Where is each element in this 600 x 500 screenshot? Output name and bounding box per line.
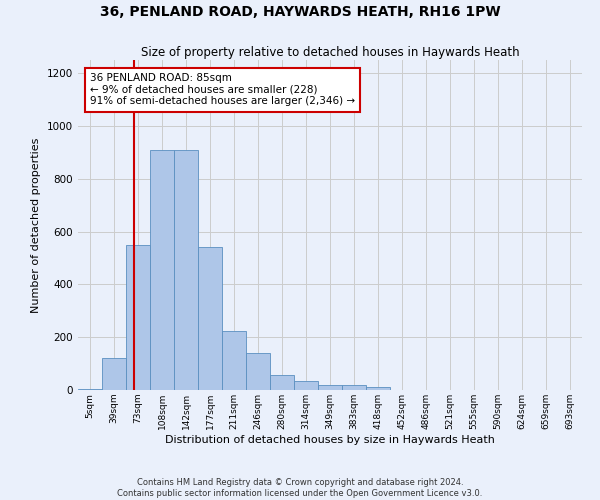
Bar bbox=[222, 330, 246, 390]
Bar bbox=[318, 384, 342, 390]
Bar bbox=[174, 150, 198, 390]
Text: 36, PENLAND ROAD, HAYWARDS HEATH, RH16 1PW: 36, PENLAND ROAD, HAYWARDS HEATH, RH16 1… bbox=[100, 5, 500, 19]
Bar bbox=[294, 381, 318, 390]
Bar bbox=[198, 248, 222, 390]
Bar bbox=[78, 388, 102, 390]
Bar bbox=[150, 150, 174, 390]
Bar bbox=[246, 353, 270, 390]
Bar bbox=[102, 358, 126, 390]
Text: 36 PENLAND ROAD: 85sqm
← 9% of detached houses are smaller (228)
91% of semi-det: 36 PENLAND ROAD: 85sqm ← 9% of detached … bbox=[90, 73, 355, 106]
Bar bbox=[342, 384, 366, 390]
Y-axis label: Number of detached properties: Number of detached properties bbox=[31, 138, 41, 312]
Bar bbox=[270, 376, 294, 390]
Bar bbox=[366, 388, 390, 390]
Title: Size of property relative to detached houses in Haywards Heath: Size of property relative to detached ho… bbox=[140, 46, 520, 59]
Text: Contains HM Land Registry data © Crown copyright and database right 2024.
Contai: Contains HM Land Registry data © Crown c… bbox=[118, 478, 482, 498]
X-axis label: Distribution of detached houses by size in Haywards Heath: Distribution of detached houses by size … bbox=[165, 434, 495, 444]
Bar bbox=[126, 245, 150, 390]
